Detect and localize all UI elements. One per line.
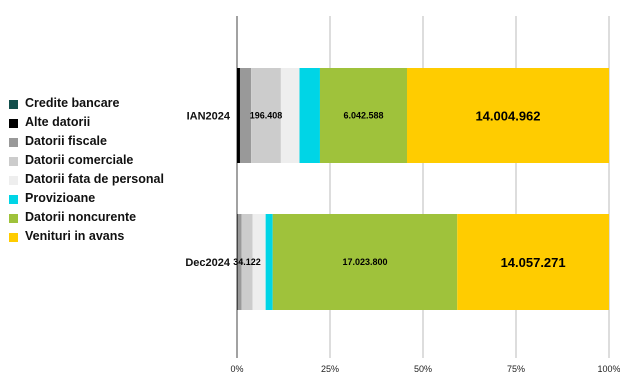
bar-segment-provizioane bbox=[265, 214, 273, 310]
legend-item-datorii-noncurente: Datorii noncurente bbox=[9, 210, 169, 224]
data-label: 14.004.962 bbox=[475, 109, 540, 124]
bar-segment-datorii-noncurente bbox=[272, 214, 458, 310]
bar-segment-datorii-fiscale bbox=[237, 214, 242, 310]
bar-segment-datorii-noncurente bbox=[319, 68, 408, 163]
legend-label: Datorii noncurente bbox=[25, 210, 137, 224]
x-tick-label: 25% bbox=[321, 364, 339, 374]
data-label: 6.042.588 bbox=[343, 111, 383, 121]
bars-layer bbox=[237, 68, 609, 310]
bar-segment-alte-datorii bbox=[237, 214, 238, 310]
category-label: Dec2024 bbox=[185, 257, 231, 269]
data-label: 196.408 bbox=[250, 111, 283, 121]
chart-legend: Credite bancare Alte datorii Datorii fisca… bbox=[9, 96, 169, 248]
bar-segment-venituri-in-avans bbox=[457, 214, 609, 310]
legend-item-datorii-comerciale: Datorii comerciale bbox=[9, 153, 169, 167]
legend-label: Datorii fiscale bbox=[25, 134, 107, 148]
legend-label: Credite bancare bbox=[25, 96, 120, 110]
legend-item-provizioane: Provizioane bbox=[9, 191, 169, 205]
bar-segment-datorii-fata-de-personal bbox=[280, 68, 300, 163]
bar-segment-datorii-fiscale bbox=[239, 68, 252, 163]
bar-segment-venituri-in-avans bbox=[407, 68, 609, 163]
data-label: 14.057.271 bbox=[501, 255, 566, 270]
legend-label: Venituri in avans bbox=[25, 229, 125, 243]
legend-swatch bbox=[9, 195, 18, 204]
legend-swatch bbox=[9, 233, 18, 242]
bar-segment-datorii-comerciale bbox=[241, 214, 253, 310]
x-tick-label: 75% bbox=[507, 364, 525, 374]
legend-swatch bbox=[9, 119, 18, 128]
legend-item-datorii-fata-de-personal: Datorii fata de personal bbox=[9, 172, 169, 186]
labels-layer: IAN2024 196.408 6.042.588 14.004.962 Dec2024… bbox=[185, 109, 565, 271]
legend-label: Datorii comerciale bbox=[25, 153, 134, 167]
legend-item-venituri-in-avans: Venituri in avans bbox=[9, 229, 169, 243]
bar-segment-datorii-fata-de-personal bbox=[252, 214, 266, 310]
data-label: 34.122 bbox=[233, 257, 261, 267]
x-tick-label: 0% bbox=[230, 364, 243, 374]
x-tick-label: 50% bbox=[414, 364, 432, 374]
legend-label: Datorii fata de personal bbox=[25, 172, 164, 186]
legend-label: Alte datorii bbox=[25, 115, 91, 129]
data-label: 17.023.800 bbox=[342, 257, 387, 267]
category-label: IAN2024 bbox=[187, 111, 231, 123]
legend-swatch bbox=[9, 176, 18, 185]
x-tick-label: 100% bbox=[597, 364, 620, 374]
legend-item-credite-bancare: Credite bancare bbox=[9, 96, 169, 110]
legend-swatch bbox=[9, 100, 18, 109]
legend-swatch bbox=[9, 157, 18, 166]
legend-item-datorii-fiscale: Datorii fiscale bbox=[9, 134, 169, 148]
legend-swatch bbox=[9, 214, 18, 223]
legend-label: Provizioane bbox=[25, 191, 96, 205]
bar-segment-provizioane bbox=[299, 68, 320, 163]
legend-swatch bbox=[9, 138, 18, 147]
bar-segment-datorii-comerciale bbox=[251, 68, 281, 163]
bar-segment-alte-datorii bbox=[237, 68, 240, 163]
legend-item-alte-datorii: Alte datorii bbox=[9, 115, 169, 129]
